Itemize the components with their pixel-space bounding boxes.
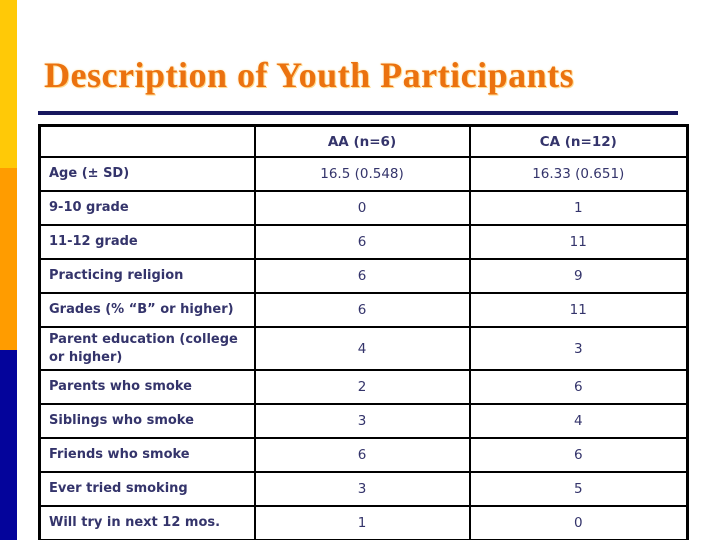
ca-value-cell: 6 — [468, 437, 689, 474]
ca-value-cell: 6 — [468, 369, 689, 406]
row-label-cell: 11-12 grade — [38, 224, 256, 260]
row-label-cell: Practicing religion — [38, 258, 256, 294]
table-row: Friends who smoke 6 6 — [38, 437, 689, 474]
ca-value-cell: 1 — [468, 190, 689, 226]
title-underline — [38, 111, 678, 115]
ca-value-cell: 0 — [468, 505, 689, 540]
aa-value-cell: 16.5 (0.548) — [253, 156, 471, 192]
aa-value-cell: 6 — [253, 258, 471, 294]
table-row: Age (± SD) 16.5 (0.548) 16.33 (0.651) — [38, 156, 689, 192]
table-row: 11-12 grade 6 11 — [38, 224, 689, 260]
ca-value-cell: 5 — [468, 471, 689, 508]
ca-value-cell: 11 — [468, 224, 689, 260]
table-row: Grades (% “B” or higher) 6 11 — [38, 292, 689, 328]
row-label-cell: Friends who smoke — [38, 437, 256, 474]
aa-value-cell: 6 — [253, 437, 471, 474]
column-header-aa: AA (n=6) — [253, 124, 471, 158]
table-row: Practicing religion 6 9 — [38, 258, 689, 294]
left-accent-bar-navy — [0, 350, 17, 540]
table-row: 9-10 grade 0 1 — [38, 190, 689, 226]
row-label-cell: Siblings who smoke — [38, 403, 256, 440]
aa-value-cell: 1 — [253, 505, 471, 540]
corner-cell — [38, 124, 256, 158]
ca-value-cell: 4 — [468, 403, 689, 440]
aa-value-cell: 0 — [253, 190, 471, 226]
table-row: Parents who smoke 2 6 — [38, 369, 689, 406]
row-label-cell: Will try in next 12 mos. — [38, 505, 256, 540]
column-header-ca: CA (n=12) — [468, 124, 689, 158]
row-label-cell: Age (± SD) — [38, 156, 256, 192]
header-row: AA (n=6) CA (n=12) — [38, 124, 689, 158]
table-row: Ever tried smoking 3 5 — [38, 471, 689, 508]
slide-title: Description of Youth Participants — [44, 55, 575, 95]
table-row: Siblings who smoke 3 4 — [38, 403, 689, 440]
aa-value-cell: 6 — [253, 292, 471, 328]
row-label-cell: Parents who smoke — [38, 369, 256, 406]
row-label-cell: Grades (% “B” or higher) — [38, 292, 256, 328]
ca-value-cell: 3 — [468, 325, 689, 372]
aa-value-cell: 3 — [253, 403, 471, 440]
left-accent-bar-orange — [0, 168, 17, 350]
ca-value-cell: 16.33 (0.651) — [468, 156, 689, 192]
aa-value-cell: 3 — [253, 471, 471, 508]
row-label-cell: Ever tried smoking — [38, 471, 256, 508]
table-row: Will try in next 12 mos. 1 0 — [38, 505, 689, 540]
aa-value-cell: 6 — [253, 224, 471, 260]
table-row: Parent education (college or higher) 4 3 — [38, 325, 689, 372]
ca-value-cell: 11 — [468, 292, 689, 328]
aa-value-cell: 4 — [253, 325, 471, 372]
participants-table: AA (n=6) CA (n=12) Age (± SD) 16.5 (0.54… — [38, 124, 689, 540]
row-label-cell: 9-10 grade — [38, 190, 256, 226]
row-label-cell: Parent education (college or higher) — [38, 325, 256, 372]
left-accent-bar-yellow — [0, 0, 17, 168]
ca-value-cell: 9 — [468, 258, 689, 294]
aa-value-cell: 2 — [253, 369, 471, 406]
